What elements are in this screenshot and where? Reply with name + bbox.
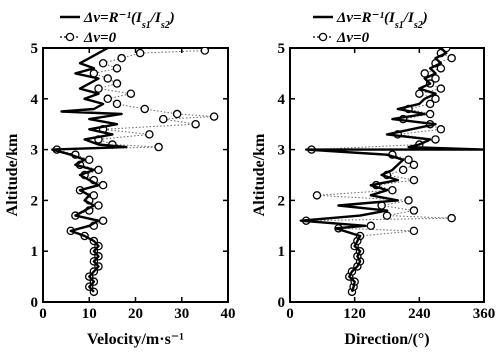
point-dv0 [436, 64, 446, 73]
series-line-dv-ratio [51, 48, 128, 293]
point-dv0 [98, 180, 108, 190]
x-axis-label: Velocity/m·s⁻¹ [87, 331, 184, 348]
y-axis-label: Altitude/km [251, 133, 268, 216]
chart-panel-1: 0 1 2 3 4 5 0 10 20 30 40 Velocity/m·s⁻¹ Altitude/km… [4, 10, 236, 348]
y-tick-label: 2 [31, 193, 39, 209]
point-dv0 [191, 119, 200, 129]
point-dv0 [209, 112, 219, 121]
point-dv0 [431, 74, 440, 83]
point-dv0 [135, 48, 145, 58]
point-dv0 [112, 79, 122, 88]
y-tick-label: 0 [31, 295, 39, 311]
point-dv0 [103, 94, 113, 104]
x-tick-label: 0 [39, 306, 47, 322]
series-line-dv0 [56, 50, 215, 293]
plot-frame [42, 47, 229, 303]
point-dv0 [103, 74, 113, 83]
y-tick-label: 0 [278, 295, 286, 311]
point-dv0 [98, 216, 108, 225]
point-dv0 [94, 201, 103, 210]
point-dv0 [112, 99, 122, 109]
point-dv0 [447, 213, 456, 223]
x-tick-label: 20 [128, 306, 143, 322]
x-tick-label: 30 [174, 306, 189, 322]
legend-swatch-circle [65, 32, 75, 42]
y-tick-label: 4 [31, 92, 39, 108]
x-tick-label: 360 [473, 306, 496, 322]
series-line-dv-ratio [299, 48, 484, 293]
chart-panel-2: 0 1 2 3 4 5 0 120 240 360 Direction/(°) Altitude/km… [251, 10, 495, 348]
point-dv0 [85, 155, 94, 165]
point-dv0 [398, 165, 408, 175]
point-dv0 [94, 84, 103, 93]
legend-label-dv0: Δν=0 [83, 30, 117, 46]
legend-swatch-circle [318, 32, 328, 42]
x-tick-label: 0 [286, 306, 294, 322]
point-dv0 [404, 196, 413, 205]
point-dv0 [112, 64, 122, 73]
point-dv0 [382, 211, 392, 220]
legend-label-dv-ratio: Δν=R⁻¹(Is1/Is2) [83, 10, 175, 31]
point-dv0 [409, 175, 419, 185]
point-dv0 [126, 89, 136, 98]
y-tick-label: 2 [278, 193, 286, 209]
point-dv0 [145, 130, 154, 139]
y-tick-label: 5 [278, 41, 286, 57]
point-dv0 [409, 160, 419, 170]
point-dv0 [409, 206, 419, 215]
point-dv0 [172, 109, 182, 119]
point-dv0 [98, 58, 108, 68]
point-dv0 [436, 84, 446, 93]
point-dv0 [420, 69, 429, 78]
point-dv0 [158, 114, 168, 124]
y-tick-label: 1 [278, 244, 286, 260]
point-dv0 [425, 99, 435, 109]
point-dv0 [140, 104, 149, 114]
point-dv0 [366, 221, 376, 231]
y-tick-label: 1 [31, 244, 39, 260]
x-tick-label: 120 [343, 306, 366, 322]
x-axis-label: Direction/(°) [344, 331, 429, 348]
legend: Δν=R⁻¹(Is1/Is2)Δν=0 [60, 10, 175, 46]
plot-frame [289, 47, 485, 303]
point-dv0 [89, 191, 99, 200]
point-dv0 [415, 89, 424, 98]
point-dv0 [94, 165, 103, 175]
y-tick-label: 3 [278, 143, 286, 159]
point-dv0 [431, 94, 440, 104]
y-tick-label: 3 [31, 143, 39, 159]
point-dv0 [409, 226, 419, 236]
point-dv0 [117, 53, 126, 63]
y-axis-label: Altitude/km [4, 133, 21, 216]
point-dv0 [200, 48, 210, 55]
y-tick-label: 4 [278, 92, 286, 108]
point-dv0 [436, 125, 446, 134]
point-dv0 [154, 142, 163, 152]
point-dv0 [312, 191, 322, 200]
x-tick-label: 40 [221, 306, 236, 322]
x-tick-label: 240 [408, 306, 431, 322]
y-tick-label: 5 [31, 41, 39, 57]
point-dv0 [425, 109, 435, 119]
legend: Δν=R⁻¹(Is1/Is2)Δν=0 [313, 10, 428, 46]
legend-label-dv0: Δν=0 [336, 30, 370, 46]
x-tick-label: 10 [82, 306, 97, 322]
point-dv0 [388, 185, 397, 195]
point-dv0 [447, 53, 456, 63]
point-dv0 [404, 155, 413, 165]
legend-label-dv-ratio: Δν=R⁻¹(Is1/Is2) [336, 10, 428, 31]
point-dv0 [431, 135, 440, 144]
